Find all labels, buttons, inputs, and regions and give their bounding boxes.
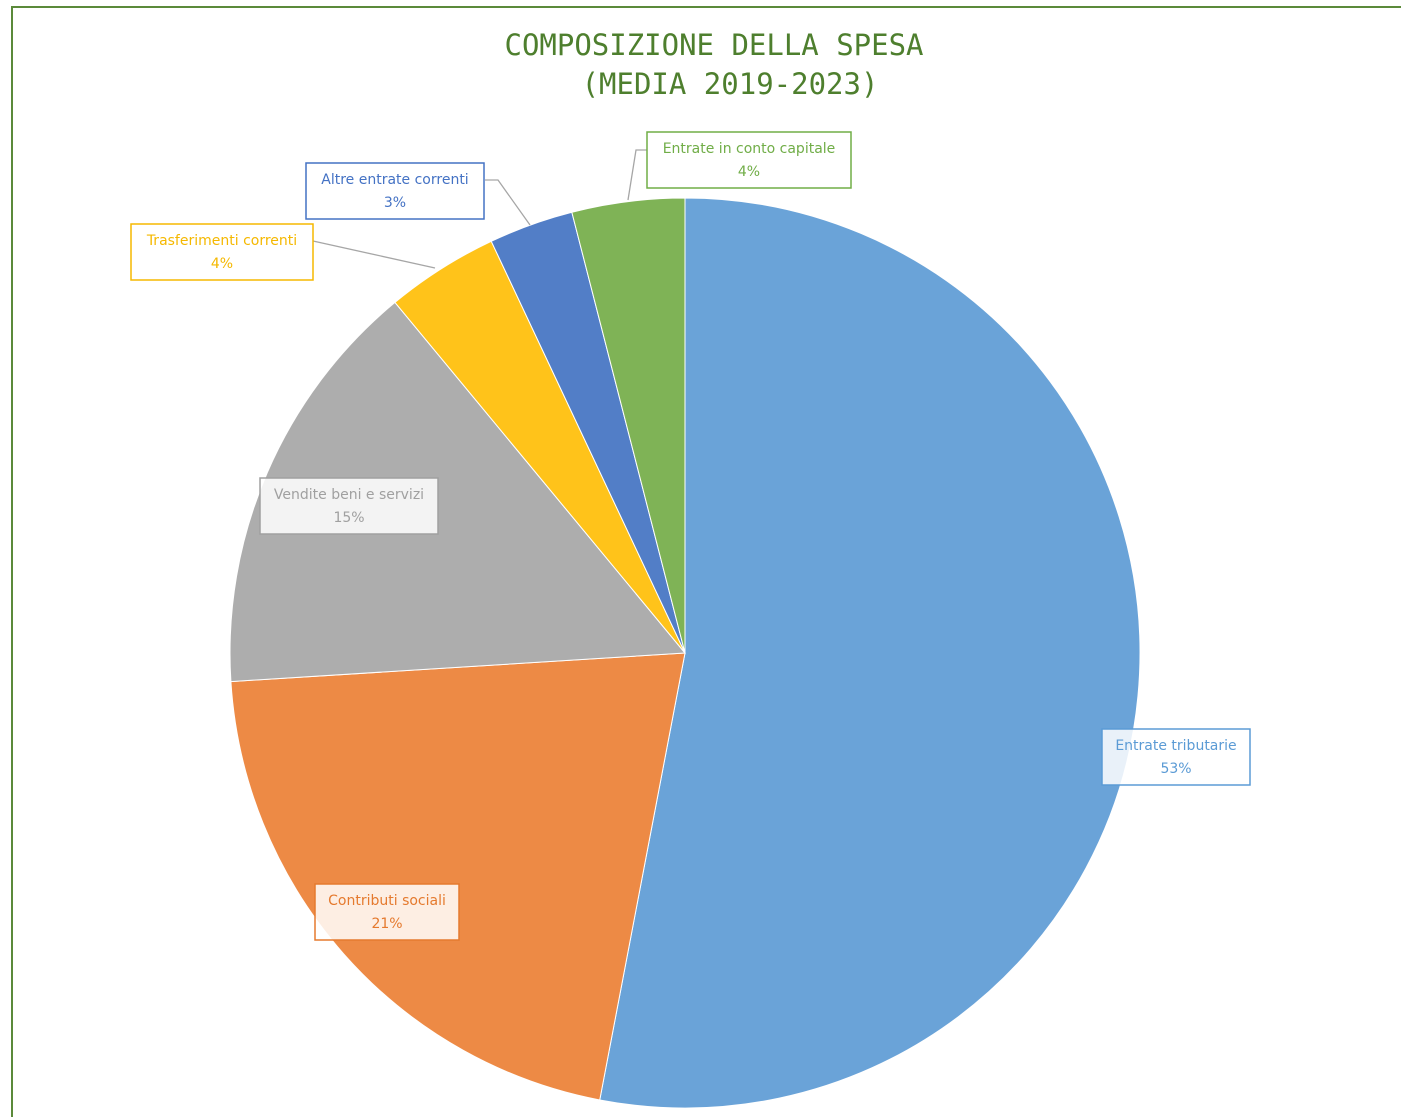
category-label: Vendite beni e servizi <box>274 487 424 503</box>
leader-line <box>312 240 436 269</box>
leader-line <box>485 179 531 226</box>
label-box <box>314 883 460 941</box>
label-box <box>646 131 852 189</box>
category-label: Entrate tributarie <box>1115 738 1236 754</box>
label-box <box>259 477 439 535</box>
leader-line <box>627 149 647 201</box>
pie-slice <box>571 197 686 654</box>
value-label: 3% <box>384 195 406 211</box>
pie-slice <box>599 197 1141 1109</box>
category-label: Entrate in conto capitale <box>663 141 836 157</box>
category-label: Altre entrate correnti <box>321 172 468 188</box>
label-box <box>305 162 485 220</box>
category-label: Contributi sociali <box>328 893 446 909</box>
value-label: 15% <box>333 510 364 526</box>
category-label: Trasferimenti correnti <box>146 233 297 249</box>
pie-slice <box>229 301 687 683</box>
value-label: 53% <box>1160 761 1191 777</box>
value-label: 4% <box>738 164 760 180</box>
pie-slice <box>230 652 686 1101</box>
value-label: 4% <box>211 256 233 272</box>
label-box <box>1101 728 1251 786</box>
chart-subtitle: (MEDIA 2019-2023) <box>582 67 879 101</box>
label-box <box>130 223 314 281</box>
chart-title: COMPOSIZIONE DELLA SPESA <box>504 28 923 62</box>
value-label: 21% <box>371 916 402 932</box>
